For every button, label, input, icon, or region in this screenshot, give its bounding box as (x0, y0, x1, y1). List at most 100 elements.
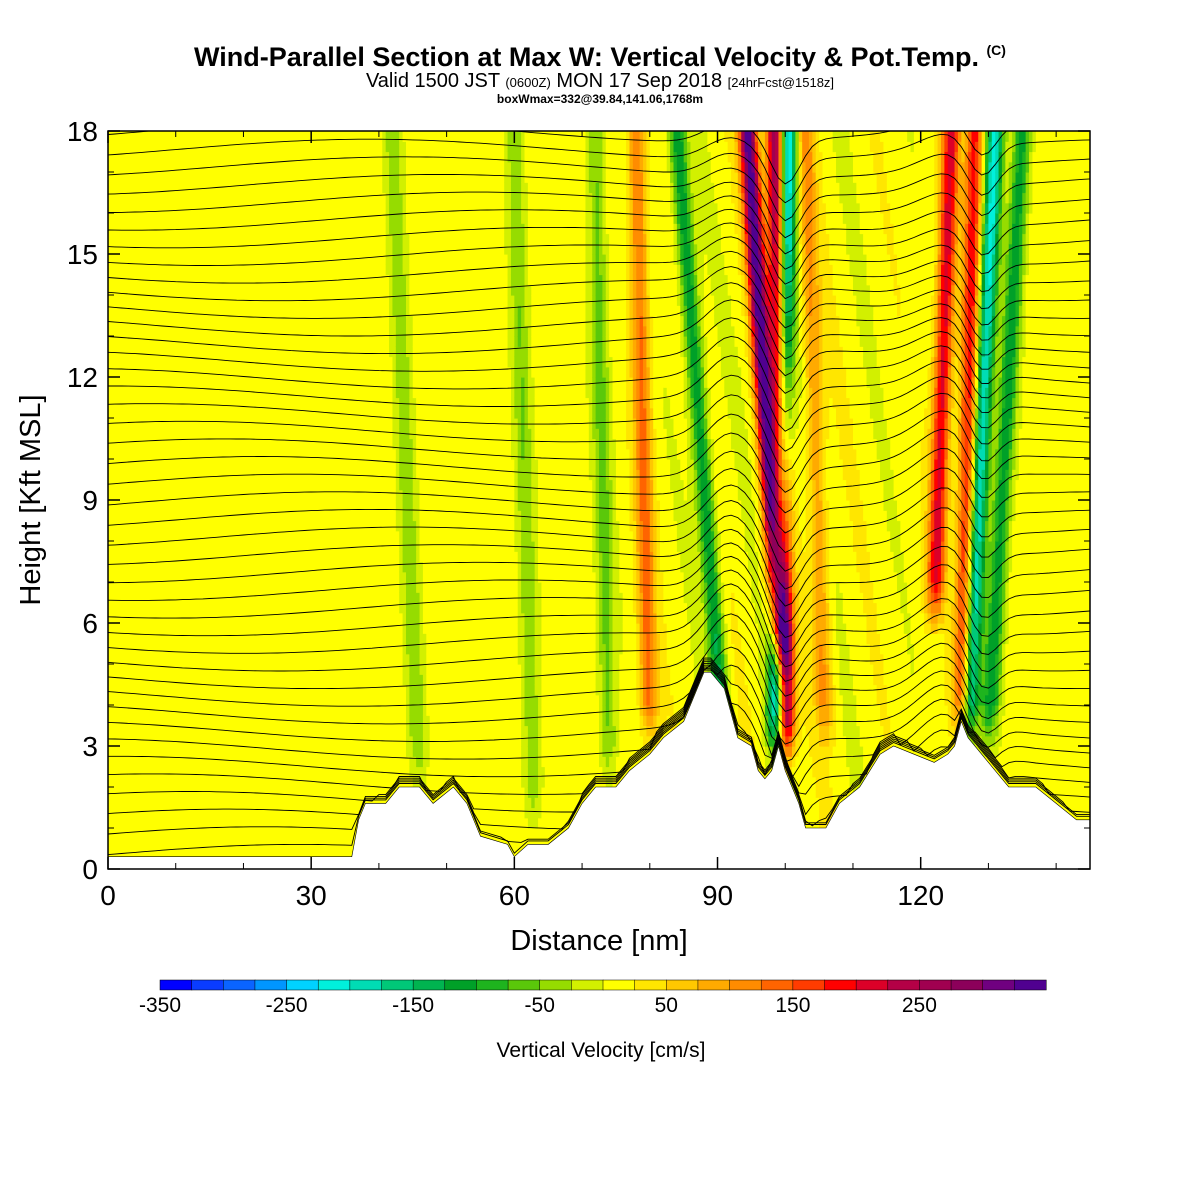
velocity-cell (212, 561, 217, 573)
velocity-cell (212, 582, 217, 593)
velocity-cell (246, 151, 251, 163)
velocity-cell (148, 141, 153, 153)
velocity-cell (118, 254, 123, 265)
velocity-cell (314, 838, 319, 850)
velocity-cell (260, 161, 265, 173)
velocity-cell (317, 438, 322, 450)
velocity-cell (290, 551, 295, 563)
velocity-cell (179, 756, 184, 768)
velocity-cell (118, 674, 123, 686)
velocity-cell (185, 192, 190, 204)
velocity-cell (148, 848, 153, 860)
velocity-cell (118, 694, 123, 706)
velocity-cell (206, 284, 211, 296)
velocity-cell (108, 582, 112, 593)
velocity-cell (311, 623, 316, 634)
velocity-cell (148, 541, 153, 552)
velocity-cell (182, 141, 187, 153)
velocity-cell (165, 623, 170, 634)
velocity-cell (121, 274, 126, 286)
velocity-cell (131, 735, 136, 747)
velocity-cell (280, 325, 285, 337)
velocity-cell (304, 274, 309, 286)
velocity-cell (287, 602, 292, 614)
velocity-cell (233, 797, 238, 809)
velocity-cell (297, 387, 302, 399)
velocity-cell (124, 592, 129, 604)
velocity-cell (263, 787, 268, 798)
velocity-cell (284, 418, 289, 429)
velocity-cell (182, 530, 187, 542)
velocity-cell (158, 643, 163, 655)
velocity-cell (229, 407, 234, 419)
velocity-cell (240, 151, 245, 163)
velocity-cell (138, 182, 143, 194)
velocity-cell (223, 202, 228, 214)
velocity-cell (135, 756, 140, 768)
velocity-cell (121, 213, 126, 224)
velocity-cell (297, 828, 302, 839)
velocity-cell (199, 325, 204, 337)
velocity-cell (216, 428, 221, 440)
velocity-cell (165, 192, 170, 204)
velocity-cell (216, 735, 221, 747)
velocity-cell (301, 766, 305, 778)
velocity-cell (175, 807, 180, 819)
velocity-cell (114, 254, 119, 265)
velocity-cell (314, 172, 319, 183)
velocity-cell (267, 428, 272, 440)
velocity-cell (202, 715, 207, 727)
velocity-cell (172, 459, 177, 470)
velocity-cell (284, 274, 289, 286)
velocity-cell (311, 336, 316, 347)
velocity-cell (175, 776, 180, 788)
velocity-cell (202, 530, 207, 542)
velocity-cell (317, 746, 322, 757)
velocity-cell (314, 182, 319, 194)
velocity-cell (311, 254, 316, 265)
velocity-cell (168, 766, 173, 778)
velocity-cell (182, 356, 187, 368)
velocity-cell (267, 694, 272, 706)
velocity-cell (185, 428, 190, 440)
velocity-cell (145, 776, 150, 788)
velocity-cell (131, 848, 136, 860)
velocity-cell (223, 305, 228, 317)
velocity-cell (297, 131, 302, 142)
velocity-cell (290, 428, 295, 440)
velocity-cell (212, 735, 217, 747)
velocity-cell (243, 500, 248, 511)
velocity-cell (243, 438, 248, 450)
velocity-cell (311, 407, 316, 419)
velocity-cell (216, 500, 221, 511)
velocity-cell (246, 694, 251, 706)
velocity-cell (189, 243, 194, 255)
velocity-cell (196, 397, 201, 409)
velocity-cell (168, 325, 173, 337)
velocity-cell (165, 776, 170, 788)
velocity-cell (145, 756, 150, 768)
velocity-cell (131, 151, 136, 163)
velocity-cell (135, 284, 140, 296)
velocity-cell (216, 264, 221, 276)
velocity-cell (212, 807, 217, 819)
velocity-cell (199, 233, 204, 245)
velocity-cell (138, 479, 143, 491)
velocity-cell (240, 202, 245, 214)
velocity-cell (185, 141, 190, 153)
velocity-cell (226, 817, 231, 829)
velocity-cell (307, 315, 312, 327)
velocity-cell (250, 817, 255, 829)
velocity-cell (307, 602, 312, 614)
velocity-cell (236, 694, 241, 706)
velocity-cell (263, 838, 268, 850)
velocity-cell (124, 705, 129, 716)
velocity-cell (124, 192, 129, 204)
velocity-cell (202, 325, 207, 337)
velocity-cell (148, 151, 153, 163)
velocity-cell (267, 530, 272, 542)
velocity-cell (172, 407, 177, 419)
velocity-cell (294, 684, 299, 696)
velocity-cell (280, 459, 285, 470)
velocity-cell (145, 530, 150, 542)
